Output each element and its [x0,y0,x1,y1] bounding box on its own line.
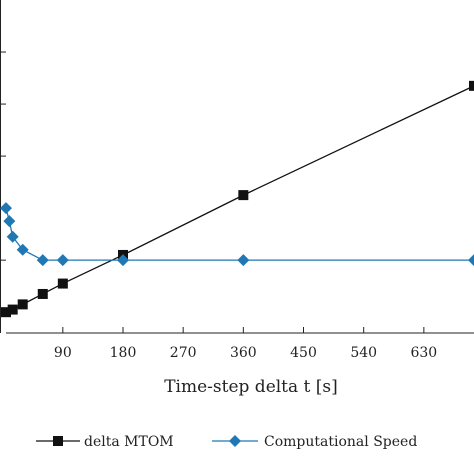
data-point [17,299,28,310]
data-point [468,254,474,267]
legend-item-delta-mtom: delta MTOM [36,434,174,450]
data-point [7,304,18,315]
x-tick-label: 630 [410,345,437,361]
axes: 90 180 270 360 450 540 630 [0,0,474,361]
data-point [36,254,49,267]
x-tick-label: 90 [54,345,72,361]
data-point [6,230,19,243]
data-point [3,215,16,228]
data-point [16,243,29,256]
x-tick-label: 450 [290,345,317,361]
legend-marker-diamond [229,435,241,447]
data-point [238,190,249,201]
data-point [237,254,250,267]
x-axis-label: Time-step delta t [s] [164,377,338,397]
legend-item-computational-speed: Computational Speed [212,434,417,450]
data-point [469,80,474,91]
data-point [116,254,129,267]
series-markers [0,80,474,318]
data-point [37,288,48,299]
series-line-computational-speed [5,207,474,261]
data-point [0,202,12,215]
x-tick-label: 360 [230,345,257,361]
x-tick-label: 180 [110,345,137,361]
legend-marker-square [53,436,63,446]
data-point [57,278,68,289]
legend-label: Computational Speed [264,434,417,450]
data-point [0,307,11,318]
x-tick-label: 540 [350,345,377,361]
data-point [56,254,69,267]
legend-label: delta MTOM [84,434,174,450]
x-tick-label: 270 [170,345,197,361]
legend: delta MTOM Computational Speed [36,434,417,450]
